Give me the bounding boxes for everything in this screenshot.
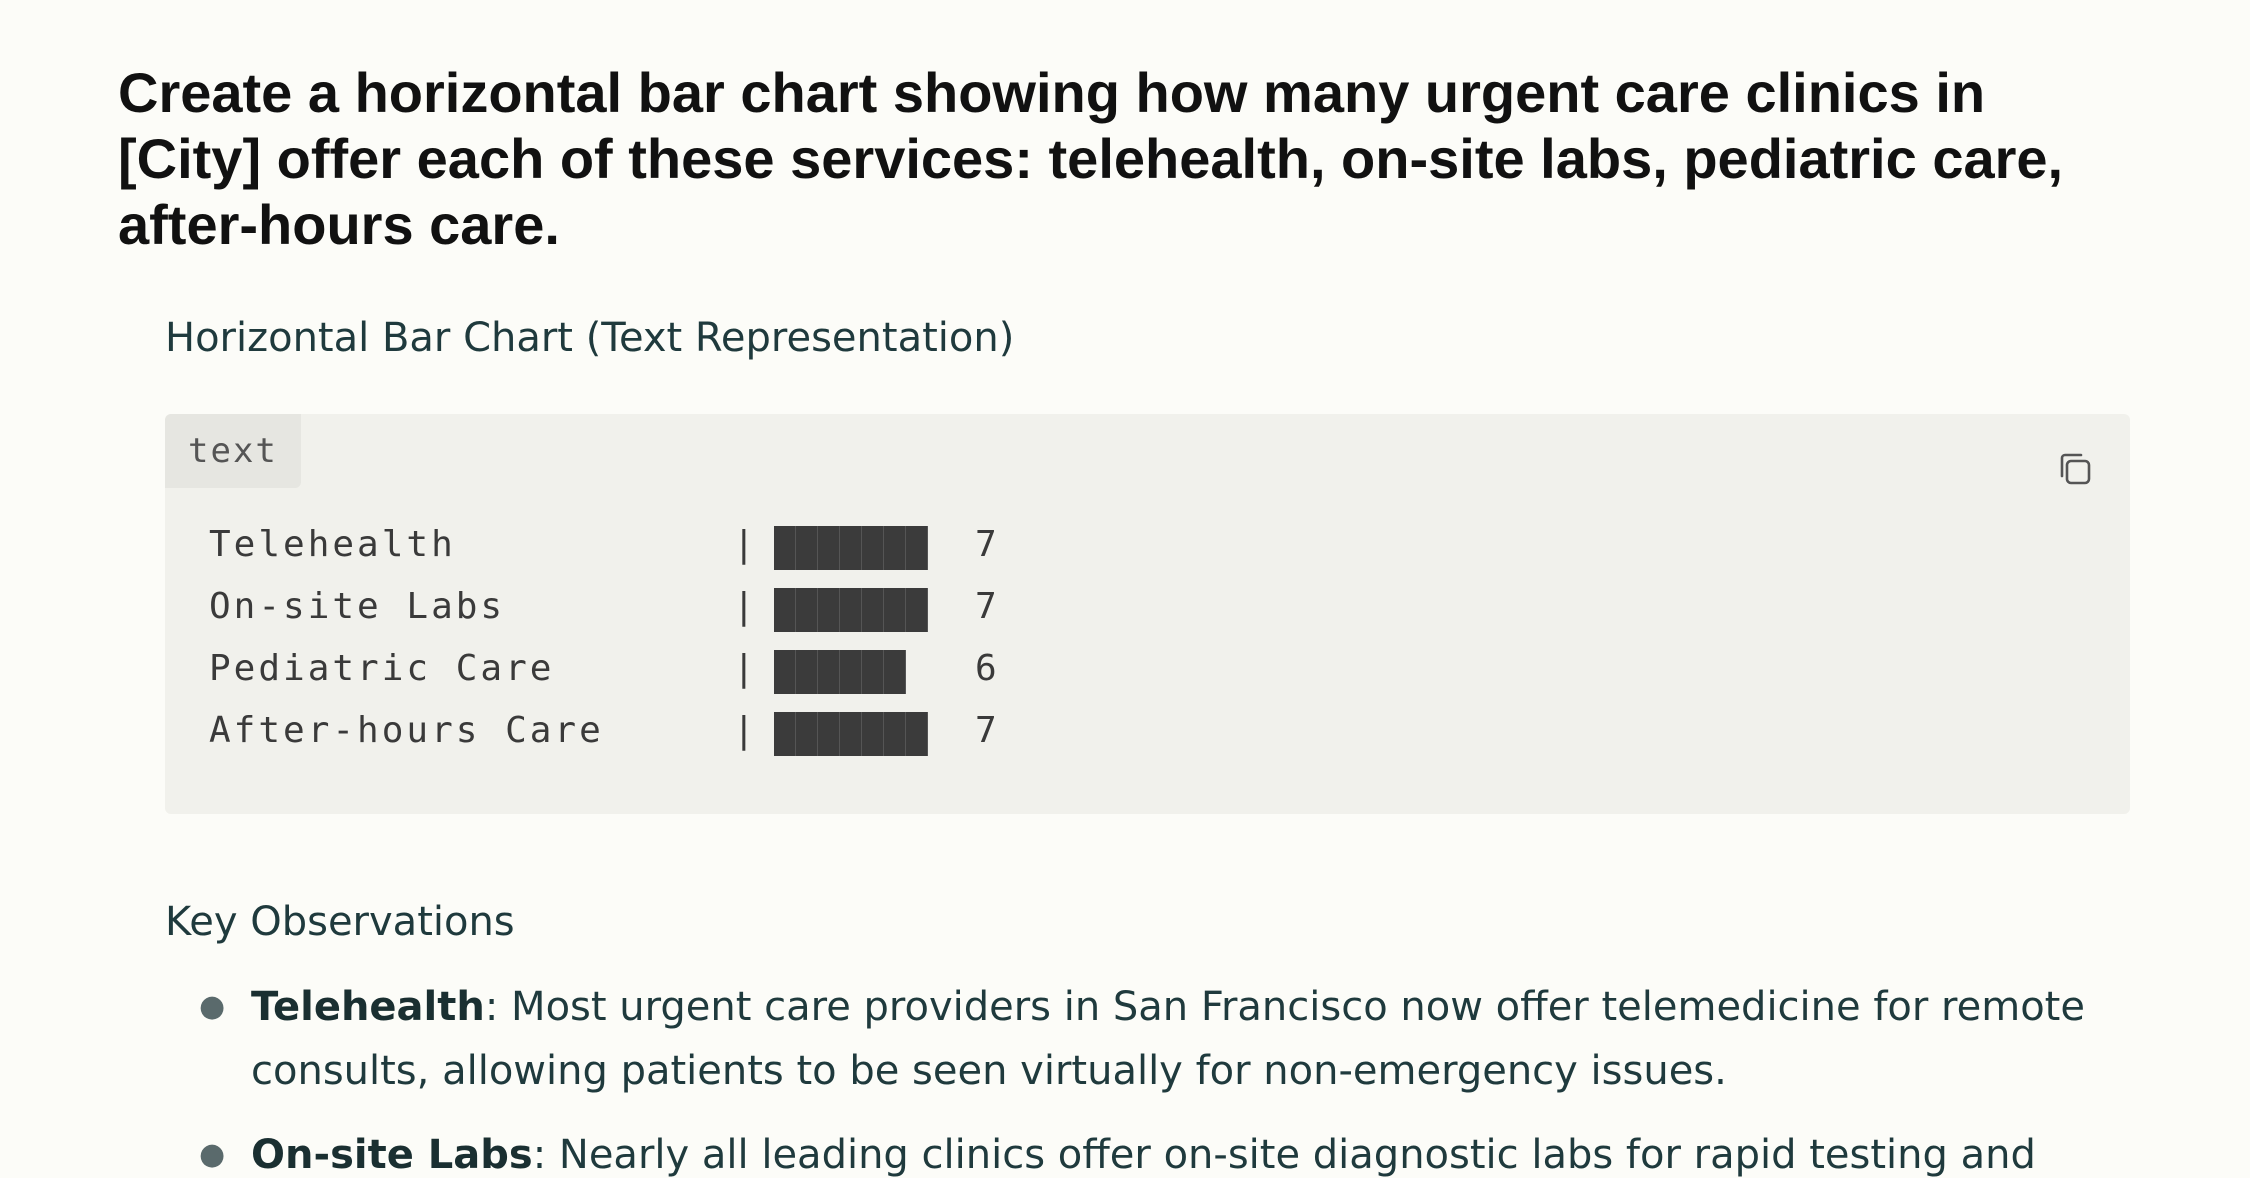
- bar-block: [774, 526, 796, 570]
- bar-block: [840, 588, 862, 632]
- bar-block: [840, 712, 862, 756]
- bar: [774, 712, 928, 756]
- bar-separator: |: [733, 586, 758, 627]
- bar: [774, 588, 928, 632]
- key-observations-list: ● Telehealth: Most urgent care providers…: [165, 975, 2115, 1178]
- bar-label: After-hours Care: [209, 710, 604, 751]
- list-item: ● Telehealth: Most urgent care providers…: [165, 975, 2115, 1103]
- bar: [774, 650, 906, 694]
- bar-value-label: 7: [975, 586, 1000, 627]
- key-observations-heading: Key Observations: [165, 899, 515, 945]
- copy-icon: [2060, 453, 2091, 485]
- bar-block: [796, 650, 818, 694]
- bar-block: [796, 588, 818, 632]
- bar-block: [818, 650, 840, 694]
- code-content: Telehealth | 7 On-site Labs | 7 Pediatri…: [209, 514, 997, 762]
- chart-row: On-site Labs | 7: [209, 576, 997, 638]
- chart-row: Pediatric Care | 6: [209, 638, 997, 700]
- bar-block: [906, 526, 928, 570]
- bar: [774, 526, 928, 570]
- chart-row: Telehealth | 7: [209, 514, 997, 576]
- bar-value-label: 7: [975, 524, 1000, 565]
- bar-label: Telehealth: [209, 524, 456, 565]
- bar-block: [862, 526, 884, 570]
- bar-block: [840, 526, 862, 570]
- bar-block: [840, 650, 862, 694]
- observation-text: : Nearly all leading clinics offer on-si…: [532, 1132, 2036, 1178]
- bar-block: [796, 526, 818, 570]
- bar-block: [884, 650, 906, 694]
- bar-block: [906, 712, 928, 756]
- bar-block: [774, 712, 796, 756]
- bar-block: [818, 712, 840, 756]
- bar-value-label: 6: [975, 648, 1000, 689]
- observation-term: On-site Labs: [251, 1132, 533, 1178]
- bar-block: [862, 588, 884, 632]
- code-block: text Telehealth | 7 On-site Labs | 7 Ped…: [165, 414, 2130, 814]
- chart-row: After-hours Care | 7: [209, 700, 997, 762]
- bar-separator: |: [733, 710, 758, 751]
- bar-block: [862, 712, 884, 756]
- bar-block: [884, 588, 906, 632]
- bar-block: [862, 650, 884, 694]
- code-language-label: text: [165, 414, 301, 488]
- bar-separator: |: [733, 524, 758, 565]
- bar-block: [818, 526, 840, 570]
- bar-block: [884, 526, 906, 570]
- bar-block: [906, 588, 928, 632]
- bar-label: On-site Labs: [209, 586, 506, 627]
- observation-term: Telehealth: [251, 984, 485, 1030]
- bar-block: [774, 650, 796, 694]
- bar-block: [796, 712, 818, 756]
- bar-label: Pediatric Care: [209, 648, 555, 689]
- bullet-icon: ●: [199, 989, 226, 1024]
- bullet-icon: ●: [199, 1137, 226, 1172]
- bar-separator: |: [733, 648, 758, 689]
- bar-value-label: 7: [975, 710, 1000, 751]
- bar-block: [774, 588, 796, 632]
- user-prompt: Create a horizontal bar chart showing ho…: [118, 61, 2064, 256]
- bar-block: [884, 712, 906, 756]
- observation-text: : Most urgent care providers in San Fran…: [251, 984, 2085, 1094]
- bar-block: [818, 588, 840, 632]
- answer-heading: Horizontal Bar Chart (Text Representatio…: [165, 315, 1015, 361]
- list-item: ● On-site Labs: Nearly all leading clini…: [165, 1123, 2115, 1178]
- copy-button[interactable]: [2050, 444, 2100, 494]
